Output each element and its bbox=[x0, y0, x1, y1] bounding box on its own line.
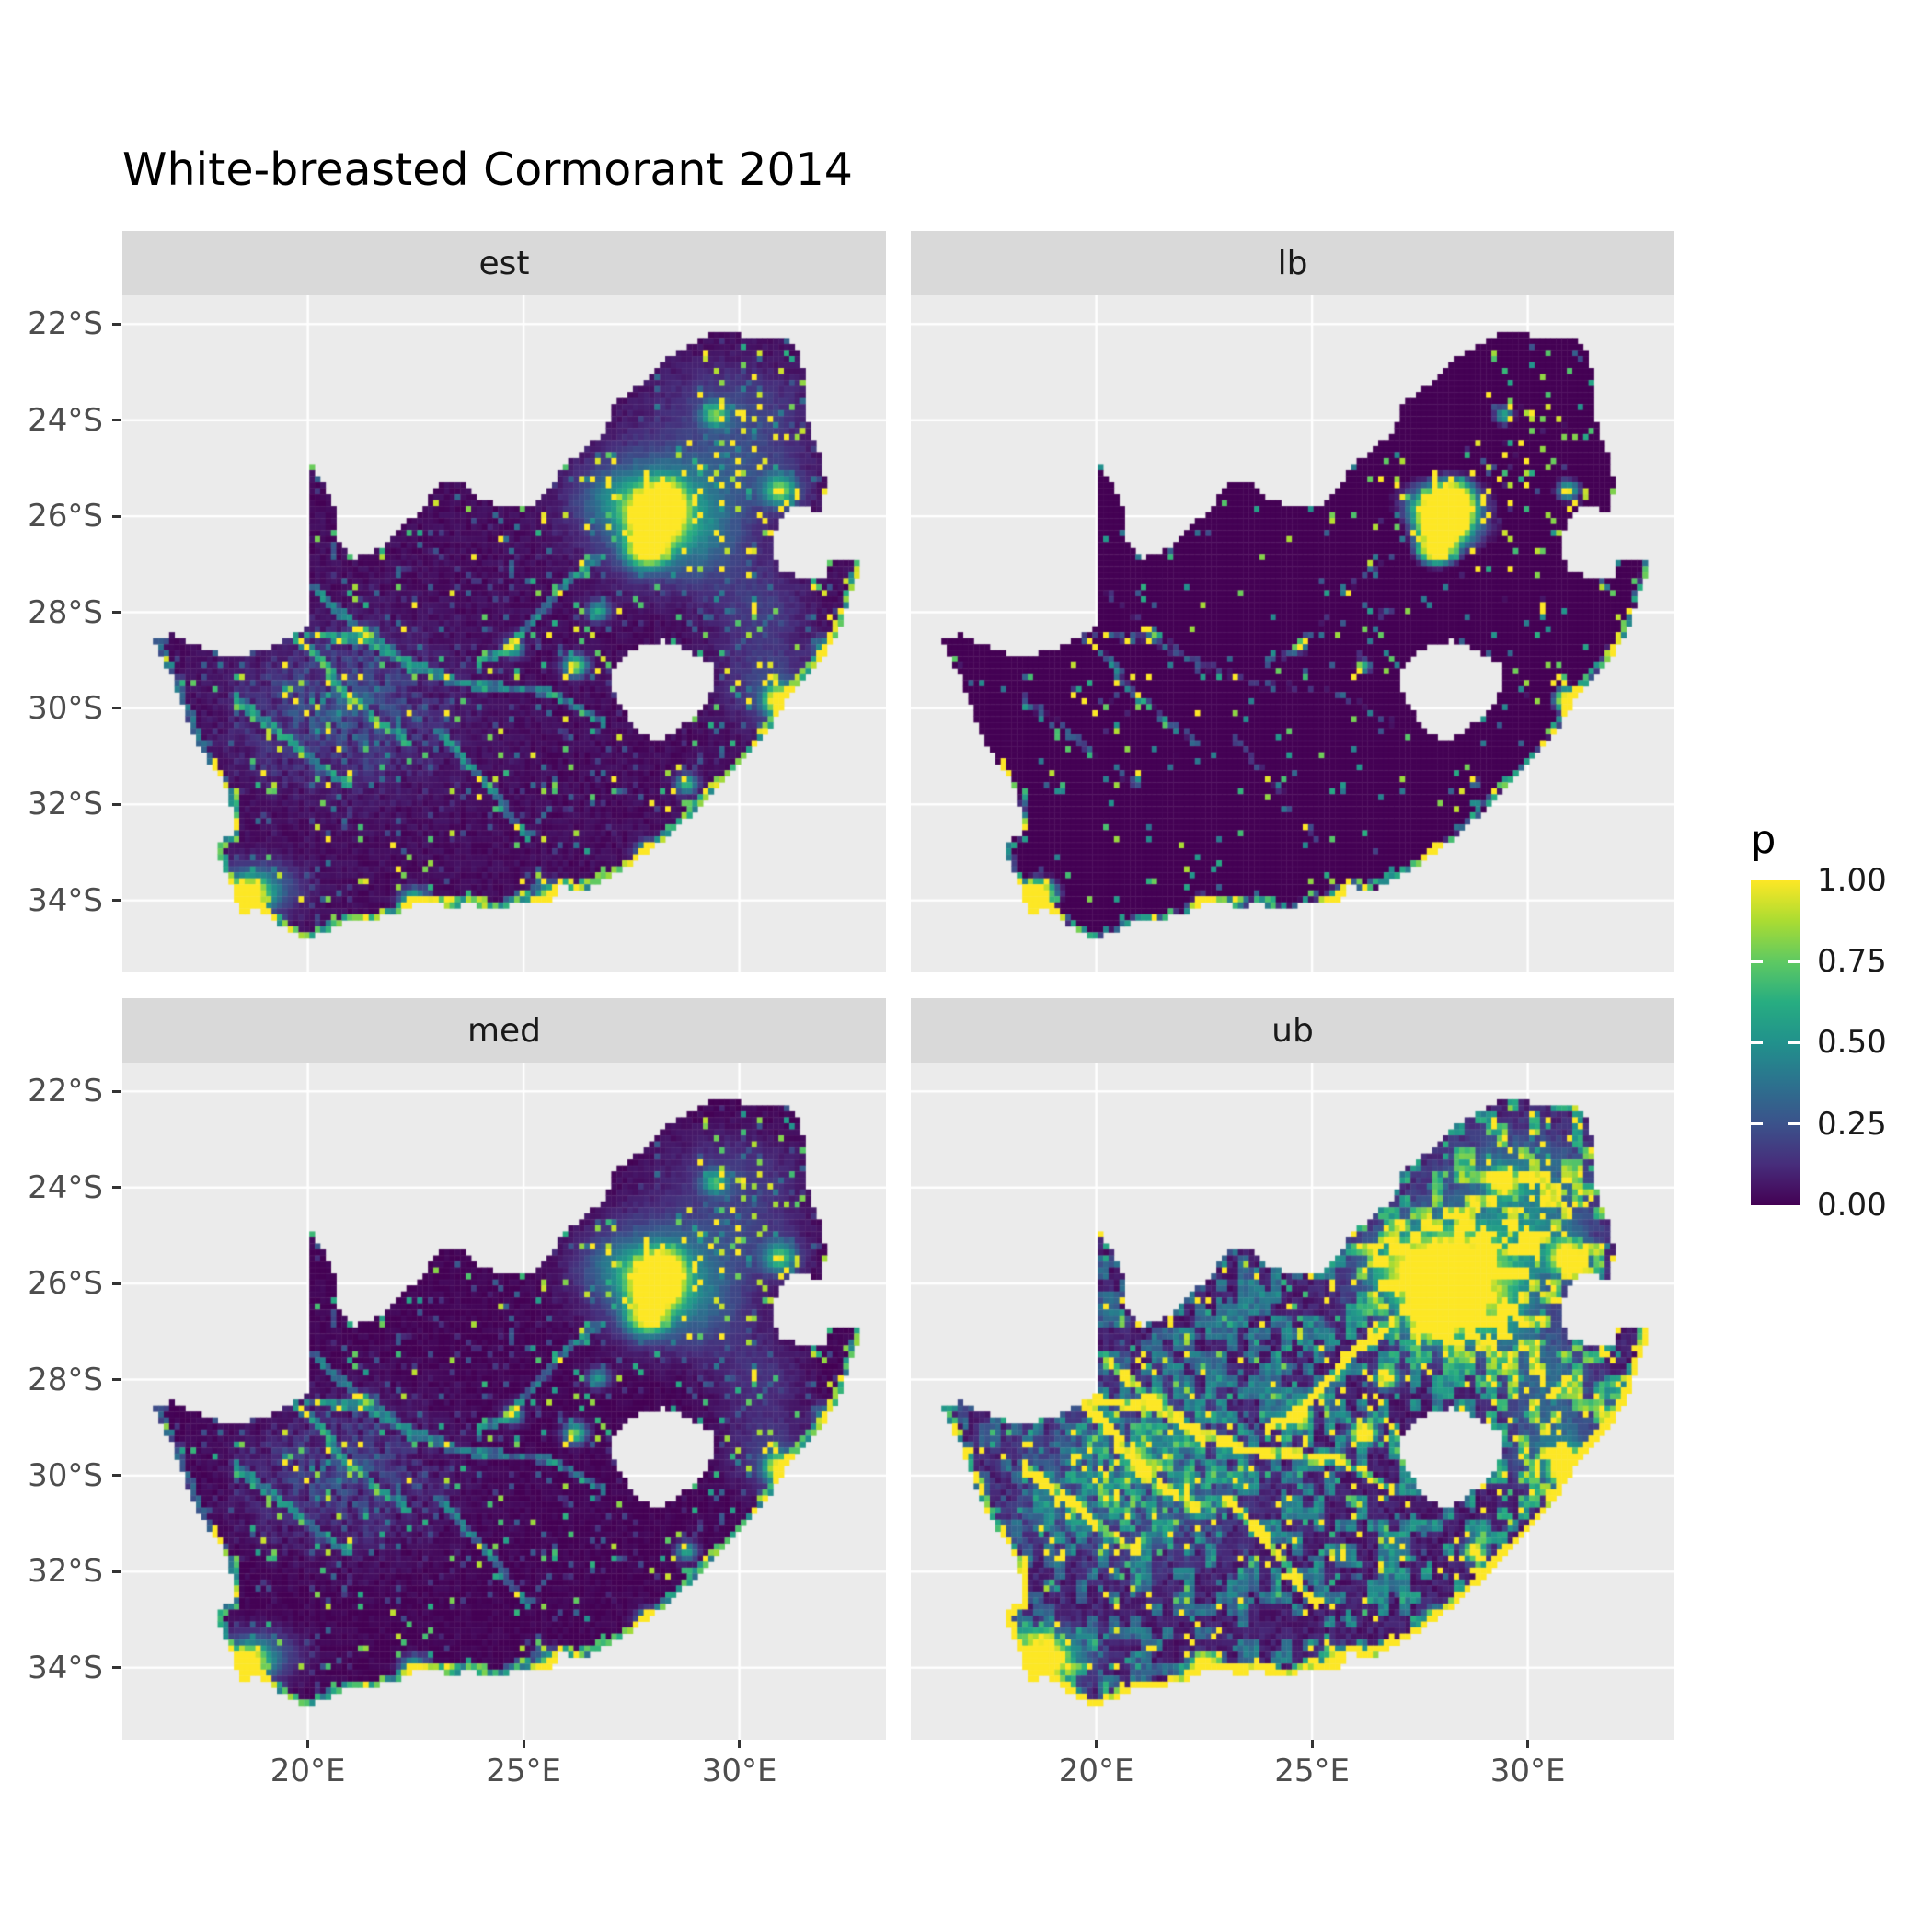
map-canvas-est bbox=[122, 295, 886, 972]
map-canvas-lb bbox=[911, 295, 1674, 972]
y-axis-label: 26°S bbox=[28, 1265, 103, 1303]
legend-tick bbox=[1751, 1041, 1763, 1044]
y-axis-label: 32°S bbox=[28, 1553, 103, 1591]
facet-strip-label: med bbox=[466, 1011, 542, 1050]
y-axis-label: 28°S bbox=[28, 1361, 103, 1398]
y-axis-tick bbox=[112, 1474, 121, 1478]
x-axis-tick bbox=[522, 1740, 525, 1748]
legend-label: 1.00 bbox=[1817, 862, 1887, 899]
y-axis-tick bbox=[112, 1570, 121, 1573]
y-axis-label: 30°S bbox=[28, 689, 103, 727]
y-axis-label: 34°S bbox=[28, 1649, 103, 1686]
facet-med: med bbox=[122, 998, 886, 1740]
x-axis-tick bbox=[1310, 1740, 1314, 1748]
legend-label: 0.75 bbox=[1817, 943, 1887, 980]
y-axis-tick bbox=[112, 1089, 121, 1093]
y-axis-label: 26°S bbox=[28, 498, 103, 535]
x-axis-label: 25°E bbox=[1274, 1753, 1350, 1789]
y-axis-tick bbox=[112, 899, 121, 903]
legend-tick bbox=[1751, 1122, 1763, 1126]
y-axis-label: 24°S bbox=[28, 1168, 103, 1206]
plot-title: White-breasted Cormorant 2014 bbox=[122, 144, 853, 196]
legend-tick bbox=[1788, 1122, 1800, 1126]
y-axis-label: 34°S bbox=[28, 881, 103, 919]
y-axis-label: 24°S bbox=[28, 401, 103, 439]
legend-tick bbox=[1788, 960, 1800, 963]
facet-strip-label: est bbox=[478, 244, 530, 282]
legend-label: 0.50 bbox=[1817, 1024, 1887, 1061]
facet-strip-med: med bbox=[122, 998, 886, 1063]
facet-strip-label: lb bbox=[1277, 244, 1308, 282]
legend-label: 0.00 bbox=[1817, 1187, 1887, 1224]
y-axis-tick bbox=[112, 419, 121, 422]
x-axis-label: 25°E bbox=[486, 1753, 561, 1789]
legend-tick bbox=[1788, 1041, 1800, 1044]
y-axis-tick bbox=[112, 707, 121, 710]
y-axis-tick bbox=[112, 802, 121, 806]
x-axis-tick bbox=[306, 1740, 310, 1748]
map-canvas-ub bbox=[911, 1063, 1674, 1740]
facet-strip-label: ub bbox=[1271, 1011, 1314, 1050]
x-axis-label: 20°E bbox=[270, 1753, 346, 1789]
y-axis-label: 28°S bbox=[28, 593, 103, 631]
y-axis-label: 22°S bbox=[28, 1073, 103, 1110]
facet-ub: ub bbox=[911, 998, 1674, 1740]
facet-strip-lb: lb bbox=[911, 231, 1674, 295]
map-canvas-med bbox=[122, 1063, 886, 1740]
y-axis-label: 32°S bbox=[28, 786, 103, 823]
y-axis-tick bbox=[112, 1282, 121, 1285]
y-axis-tick bbox=[112, 1666, 121, 1670]
x-axis-tick bbox=[738, 1740, 742, 1748]
y-axis-tick bbox=[112, 514, 121, 518]
legend-tick bbox=[1751, 960, 1763, 963]
x-axis-label: 30°E bbox=[701, 1753, 777, 1789]
x-axis-label: 20°E bbox=[1058, 1753, 1134, 1789]
y-axis-label: 22°S bbox=[28, 305, 103, 343]
x-axis-tick bbox=[1526, 1740, 1530, 1748]
x-axis-label: 30°E bbox=[1489, 1753, 1566, 1789]
y-axis-label: 30°S bbox=[28, 1456, 103, 1494]
facet-strip-est: est bbox=[122, 231, 886, 295]
y-axis-tick bbox=[112, 1186, 121, 1190]
legend-title: p bbox=[1751, 817, 1777, 863]
facet-lb: lb bbox=[911, 231, 1674, 972]
facet-est: est bbox=[122, 231, 886, 972]
x-axis-tick bbox=[1095, 1740, 1098, 1748]
facet-strip-ub: ub bbox=[911, 998, 1674, 1063]
y-axis-tick bbox=[112, 611, 121, 614]
legend-label: 0.25 bbox=[1817, 1106, 1887, 1143]
legend-colorbar bbox=[1751, 880, 1800, 1205]
y-axis-tick bbox=[112, 1378, 121, 1381]
y-axis-tick bbox=[112, 322, 121, 326]
